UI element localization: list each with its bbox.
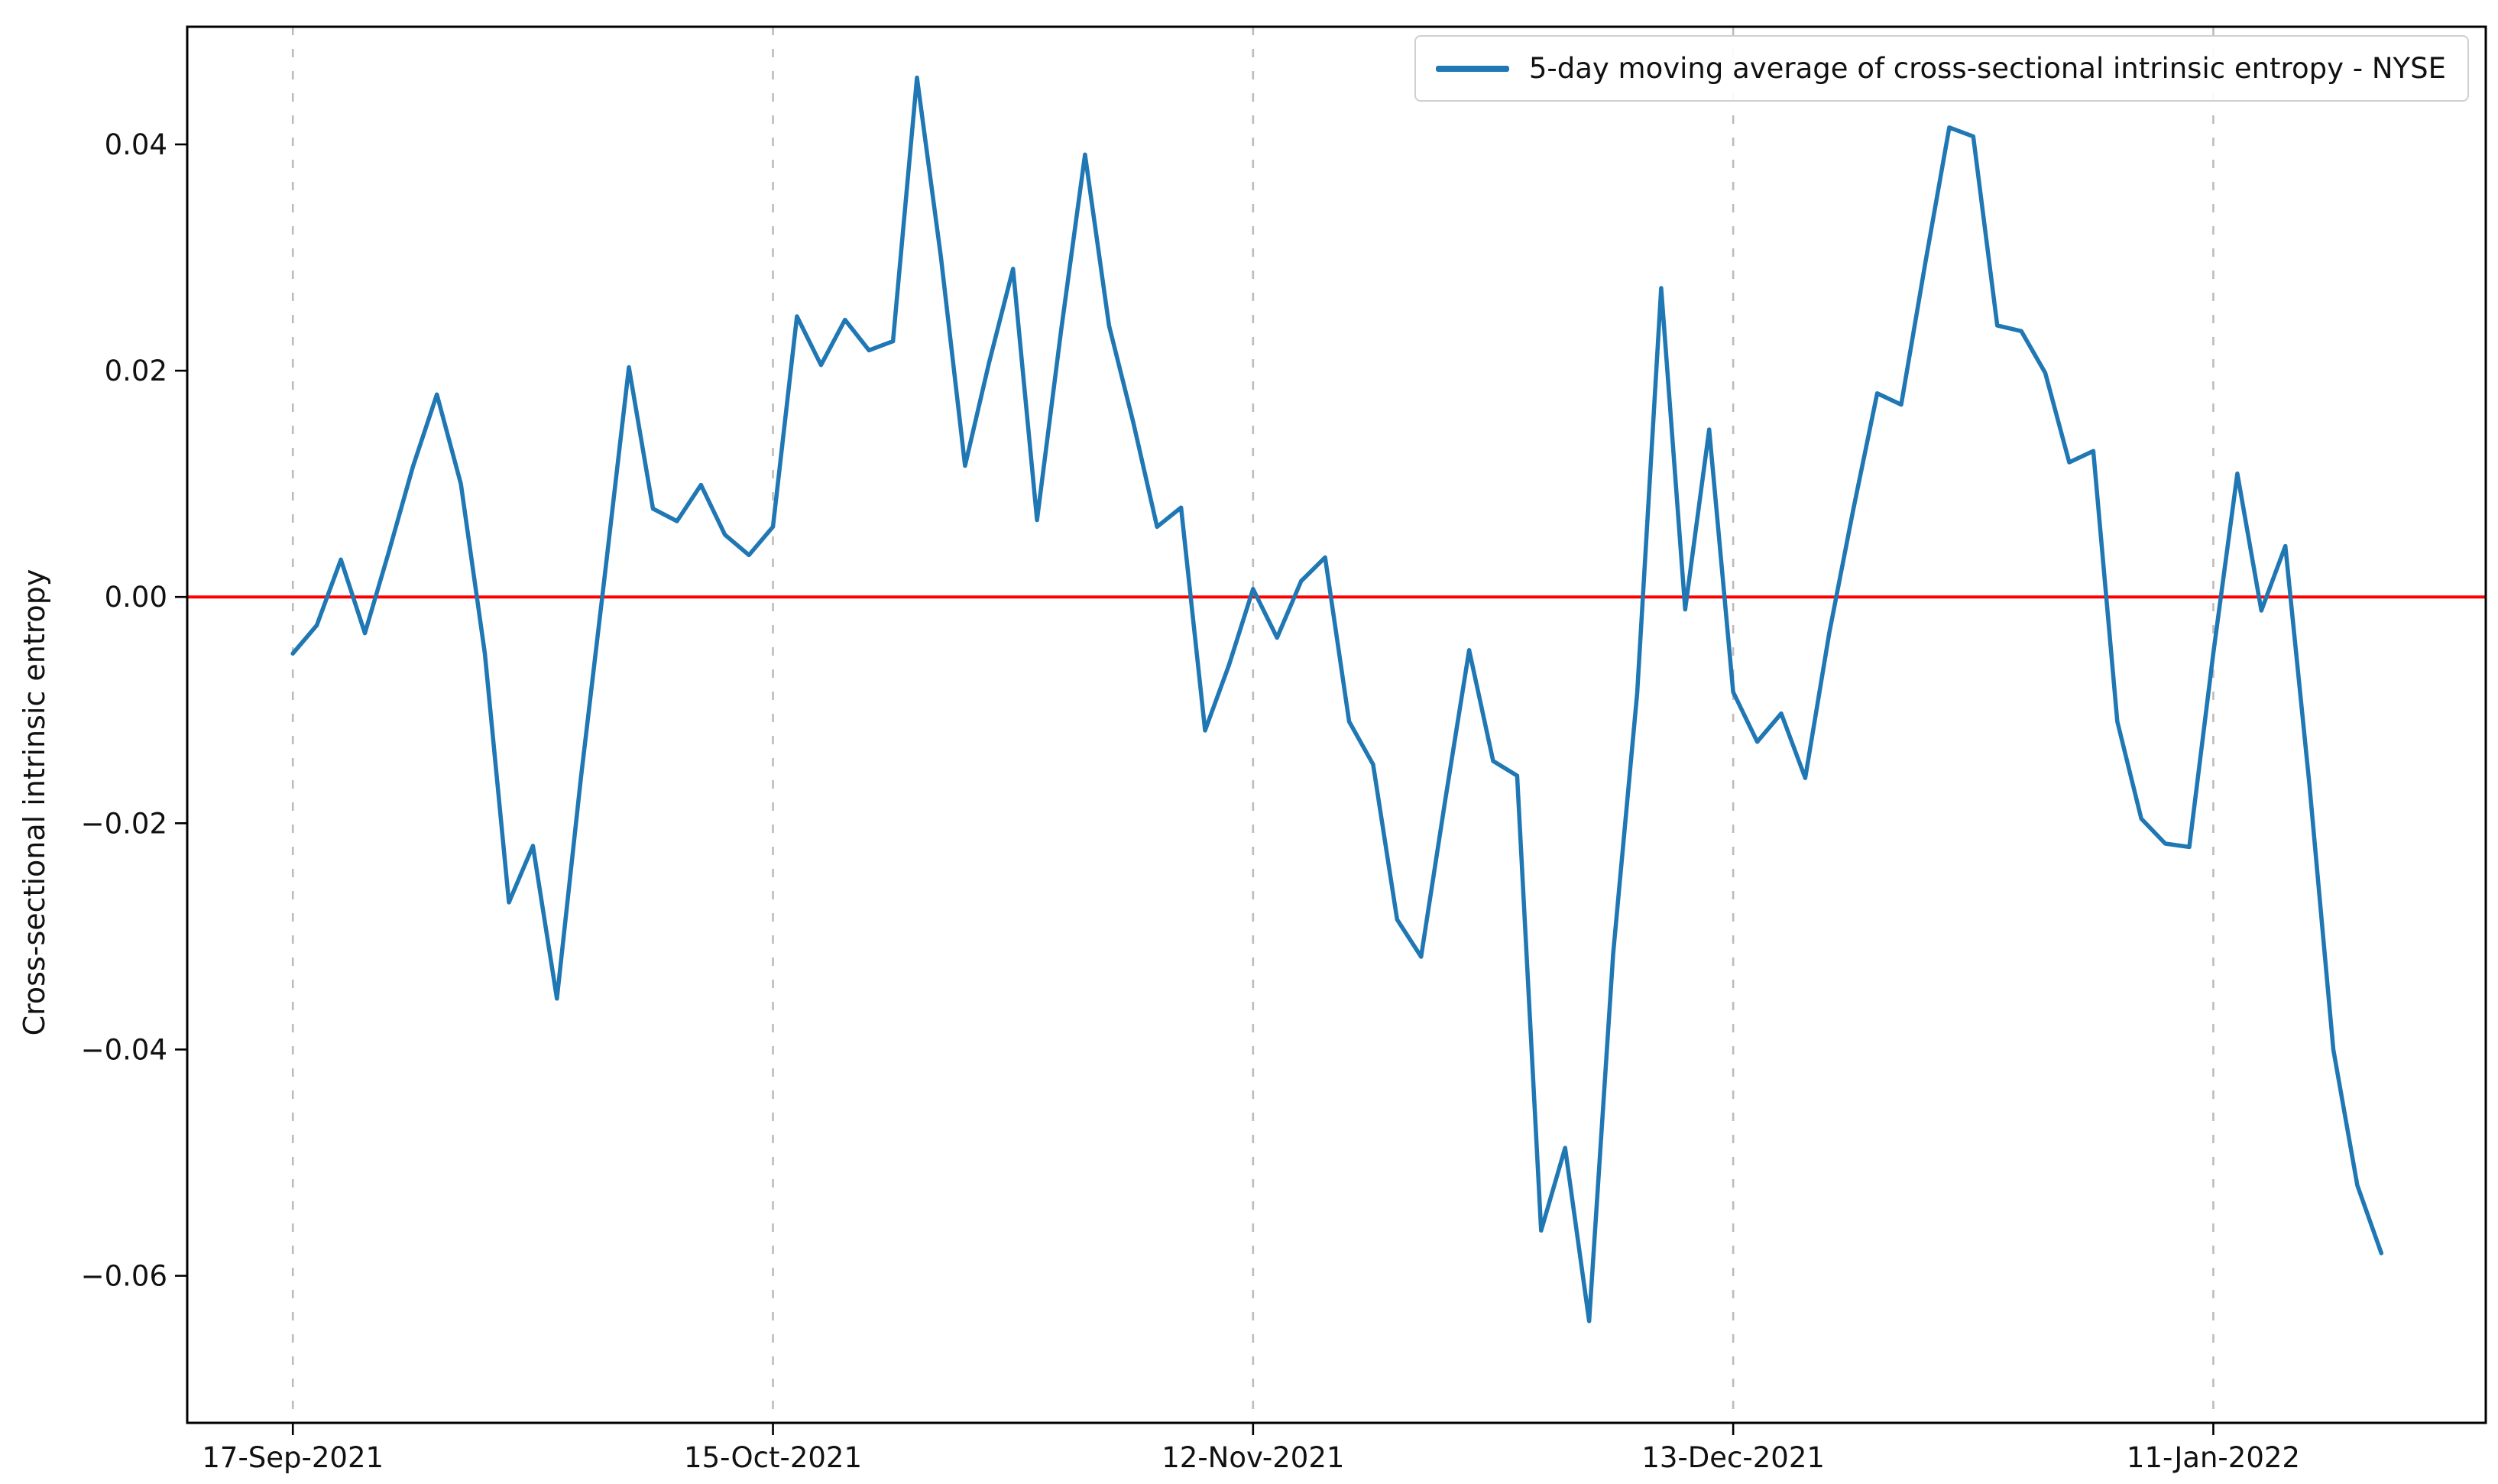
plot-border [186,25,2487,1424]
legend[interactable]: 5-day moving average of cross-sectional … [1414,35,2469,102]
x-tick-label: 12-Nov-2021 [1162,1441,1344,1474]
y-tick-label: 0.00 [105,581,167,614]
y-tick-label: −0.06 [81,1260,167,1293]
x-tick-label: 13-Dec-2021 [1641,1441,1825,1474]
y-tick-label: −0.02 [81,807,167,840]
y-tick-label: 0.04 [105,128,167,161]
legend-label: 5-day moving average of cross-sectional … [1528,52,2446,85]
legend-line-sample [1435,65,1509,72]
y-axis-label: Cross-sectional intrinsic entropy [18,569,51,1036]
x-tick-label: 15-Oct-2021 [684,1441,862,1474]
x-tick-label: 11-Jan-2022 [2127,1441,2300,1474]
series-line [290,75,2384,1324]
y-tick-label: 0.02 [105,355,167,387]
y-tick-label: −0.04 [81,1033,167,1066]
x-tick-label: 17-Sep-2021 [202,1441,384,1474]
